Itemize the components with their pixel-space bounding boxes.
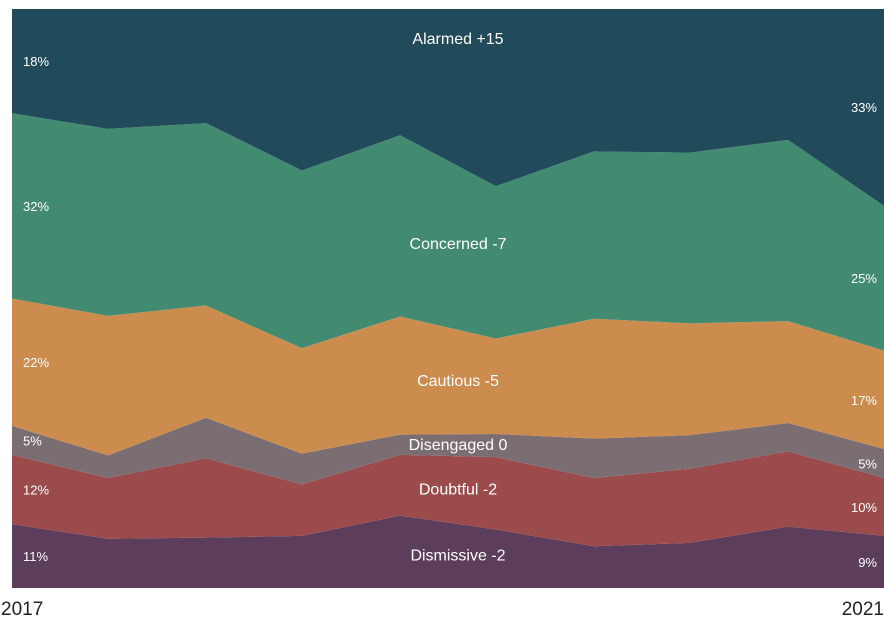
start-value-doubtful: 12% <box>23 483 49 498</box>
segment-label-alarmed: Alarmed +15 <box>412 31 503 48</box>
segment-label-dismissive: Dismissive -2 <box>410 547 505 564</box>
area-doubtful <box>12 451 884 547</box>
end-value-concerned: 25% <box>851 271 877 286</box>
end-value-cautious: 17% <box>851 393 877 408</box>
area-dismissive <box>12 515 884 588</box>
start-value-disengaged: 5% <box>23 433 42 448</box>
end-value-dismissive: 9% <box>858 555 877 570</box>
area-concerned <box>12 113 884 351</box>
segment-label-disengaged: Disengaged 0 <box>409 437 508 454</box>
start-value-cautious: 22% <box>23 355 49 370</box>
segment-label-concerned: Concerned -7 <box>410 236 507 253</box>
area-cautious <box>12 298 884 456</box>
chart-labels: Dismissive -2 11% 9% Doubtful -2 12% 10% Disen… <box>23 31 877 570</box>
x-axis: 2017 2021 <box>1 599 884 618</box>
end-value-disengaged: 5% <box>858 457 877 472</box>
end-value-doubtful: 10% <box>851 500 877 515</box>
start-value-dismissive: 11% <box>23 549 48 564</box>
x-tick-start: 2017 <box>1 599 43 618</box>
segment-label-cautious: Cautious -5 <box>417 373 499 390</box>
start-value-concerned: 32% <box>23 199 49 214</box>
x-tick-end: 2021 <box>842 599 884 618</box>
segment-label-doubtful: Doubtful -2 <box>419 481 497 498</box>
area-layers <box>12 9 884 588</box>
start-value-alarmed: 18% <box>23 54 49 69</box>
area-disengaged <box>12 417 884 485</box>
area-alarmed <box>12 9 884 206</box>
end-value-alarmed: 33% <box>851 100 877 115</box>
